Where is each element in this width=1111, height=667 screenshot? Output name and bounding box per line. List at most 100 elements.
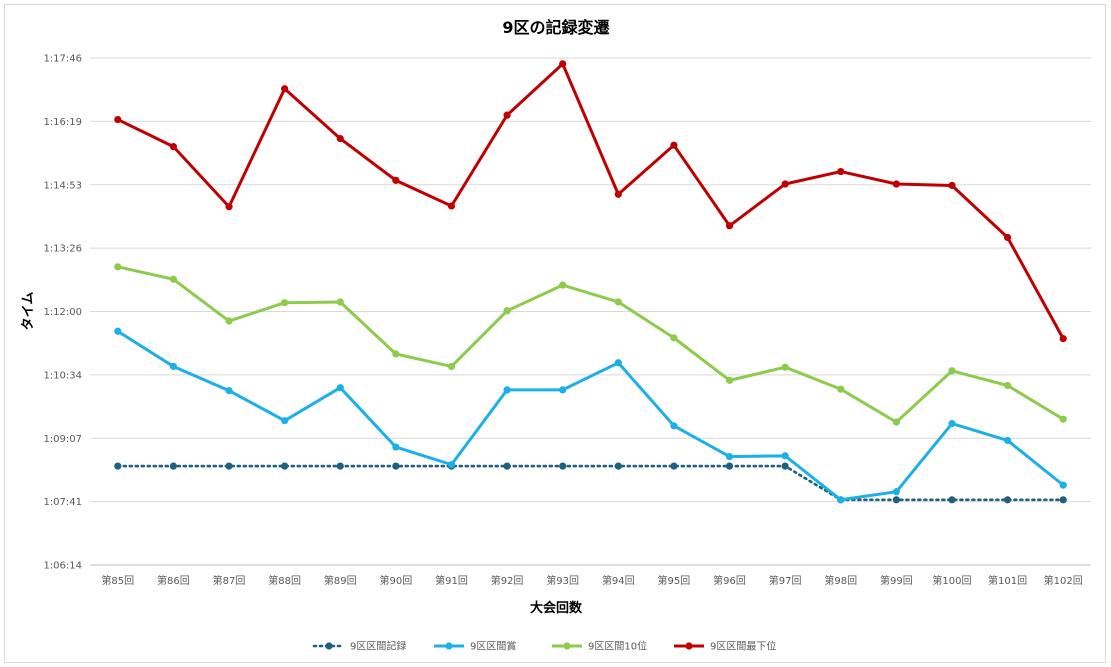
series-1 — [114, 327, 1067, 504]
x-tick-label: 第93回 — [546, 574, 579, 587]
legend-swatch-marker — [325, 642, 333, 650]
data-point — [781, 180, 789, 188]
x-tick-label: 第99回 — [880, 574, 913, 587]
data-point — [559, 386, 567, 394]
series-2 — [114, 263, 1067, 426]
legend-swatch-marker — [445, 642, 453, 650]
y-tick-label: 1:12:00 — [43, 307, 82, 318]
data-point — [892, 418, 900, 426]
data-point — [225, 387, 233, 395]
data-point — [114, 462, 122, 470]
x-tick-label: 第101回 — [988, 574, 1027, 587]
legend-label: 9区区間賞 — [470, 640, 516, 653]
data-point — [447, 362, 456, 371]
legend-item: 9区区間記録 — [312, 640, 406, 653]
y-tick-label: 1:14:53 — [43, 180, 82, 191]
data-point — [225, 317, 233, 325]
data-point — [614, 190, 622, 198]
data-point — [336, 298, 344, 306]
data-point — [281, 299, 289, 307]
data-point — [670, 334, 678, 342]
data-point — [725, 452, 734, 461]
data-point — [1003, 381, 1012, 390]
data-point — [392, 462, 400, 470]
y-tick-label: 1:10:34 — [43, 370, 82, 381]
data-point — [1059, 335, 1067, 343]
chart-frame — [4, 4, 1106, 663]
y-axis-ticks: 1:06:14 1:07:41 1:09:07 1:10:34 1:12:00 1:13:… — [43, 54, 82, 572]
data-point — [948, 367, 956, 375]
data-point — [225, 203, 233, 211]
x-axis-title: 大会回数 — [530, 600, 583, 616]
data-point — [225, 462, 233, 470]
data-point — [392, 350, 400, 358]
data-point — [725, 222, 734, 230]
data-point — [559, 462, 567, 470]
y-axis-title: タイム — [21, 292, 36, 331]
data-point — [1059, 481, 1067, 489]
y-tick-label: 1:16:19 — [43, 117, 82, 128]
series-line — [117, 62, 1065, 340]
legend-label: 9区区間最下位 — [710, 640, 776, 653]
x-tick-label: 第91回 — [435, 574, 468, 587]
data-point — [169, 462, 178, 470]
data-point — [503, 111, 511, 119]
data-point — [670, 141, 678, 149]
data-point — [892, 496, 900, 504]
y-tick-label: 1:06:14 — [43, 561, 82, 572]
y-tick-label: 1:09:07 — [43, 434, 82, 445]
legend-swatch-marker — [685, 642, 693, 650]
data-point — [1003, 436, 1012, 445]
data-point — [114, 115, 122, 124]
x-axis-ticks: 第85回 第86回 第87回 第88回 第89回 第90回 第91回 第92回 第93回 第94回… — [101, 574, 1082, 587]
data-point — [1003, 496, 1012, 504]
series-lines — [114, 60, 1067, 504]
data-point — [670, 462, 678, 470]
x-tick-label: 第97回 — [769, 574, 802, 587]
data-point — [892, 180, 900, 188]
data-point — [1059, 415, 1067, 423]
legend-item: 9区区間10位 — [552, 640, 647, 653]
data-point — [114, 263, 122, 271]
data-point — [614, 359, 622, 367]
legend: 9区区間記録 9区区間賞 9区区間10位 9区区間最下位 — [312, 640, 776, 653]
data-point — [559, 60, 567, 68]
x-tick-label: 第94回 — [602, 574, 635, 587]
x-tick-label: 第86回 — [157, 574, 190, 587]
x-tick-label: 第87回 — [213, 574, 246, 587]
x-tick-label: 第88回 — [268, 574, 301, 587]
data-point — [503, 307, 511, 315]
chart-title: 9区の記録変遷 — [502, 18, 609, 37]
data-point — [503, 462, 511, 470]
data-point — [447, 461, 456, 469]
data-point — [503, 386, 511, 394]
data-point — [948, 496, 956, 504]
data-point — [169, 275, 178, 283]
data-point — [670, 422, 678, 430]
data-point — [114, 327, 122, 335]
data-point — [336, 384, 344, 392]
data-point — [1059, 496, 1067, 504]
x-tick-label: 第100回 — [932, 574, 971, 587]
x-tick-label: 第92回 — [491, 574, 524, 587]
series-3 — [114, 60, 1067, 343]
data-point — [392, 176, 400, 184]
data-point — [559, 281, 567, 289]
data-point — [1003, 233, 1012, 242]
data-point — [281, 85, 289, 93]
data-point — [948, 181, 956, 190]
data-point — [281, 417, 289, 425]
x-tick-label: 第102回 — [1044, 574, 1083, 587]
y-tick-label: 1:13:26 — [43, 244, 82, 255]
data-point — [169, 362, 178, 371]
legend-label: 9区区間10位 — [588, 640, 647, 653]
gridlines — [90, 57, 1091, 566]
x-tick-label: 第95回 — [658, 574, 691, 587]
data-point — [948, 419, 956, 428]
data-point — [781, 452, 789, 460]
x-tick-label: 第96回 — [713, 574, 746, 587]
series-0 — [114, 462, 1067, 504]
y-tick-label: 1:17:46 — [43, 54, 82, 65]
data-point — [614, 298, 622, 306]
x-tick-label: 第90回 — [379, 574, 412, 587]
